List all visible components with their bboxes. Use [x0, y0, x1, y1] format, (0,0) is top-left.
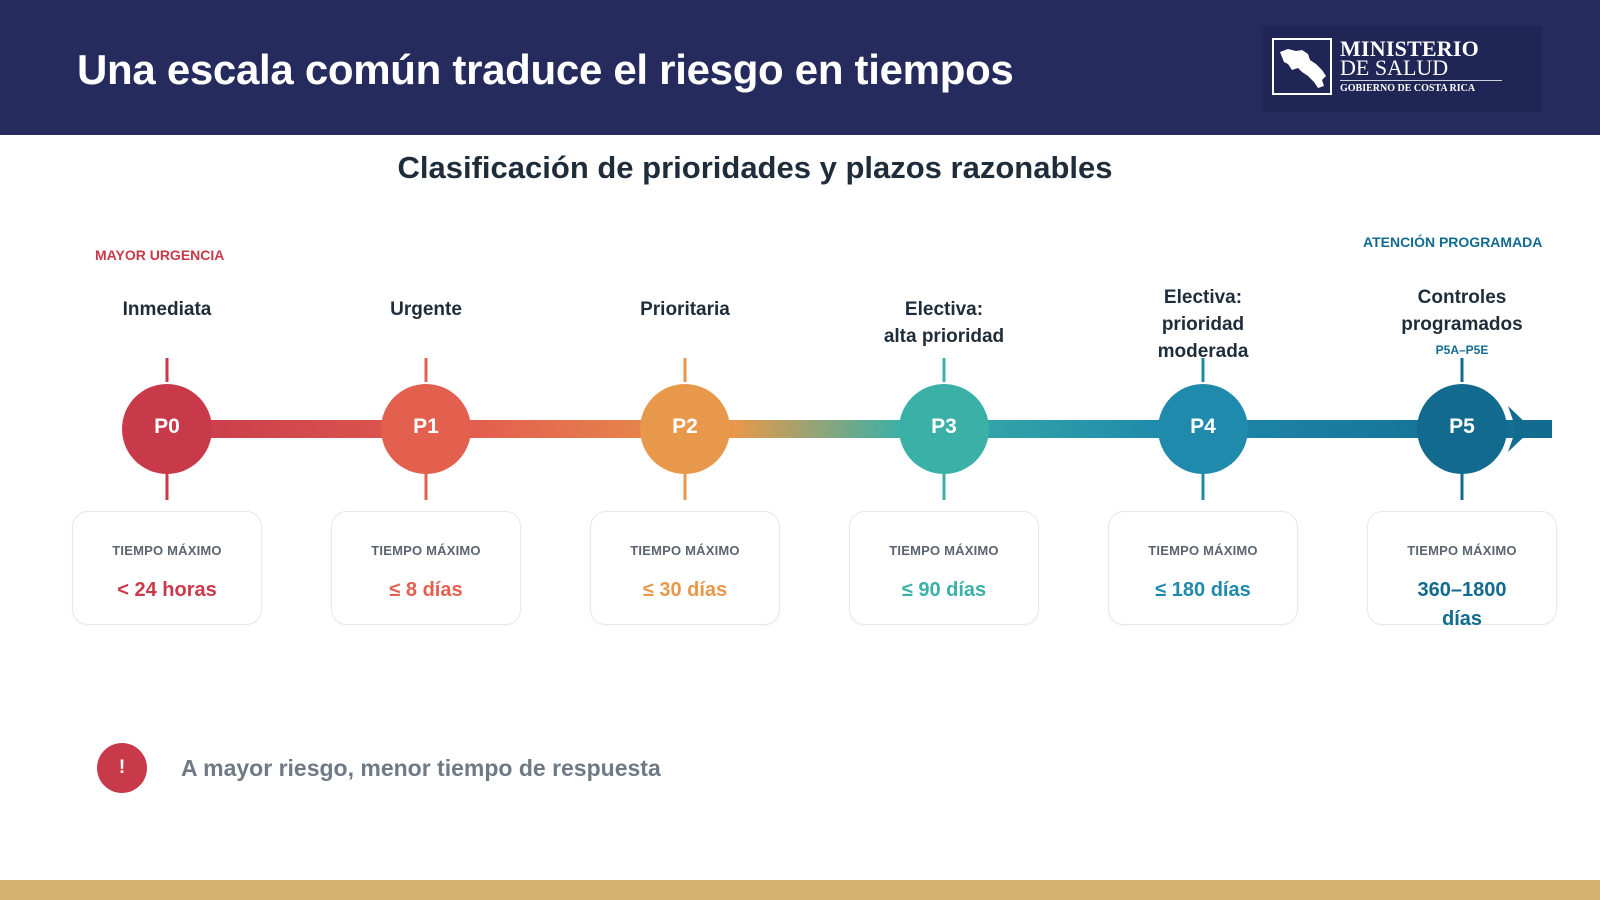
level-name: Prioritaria: [640, 299, 730, 320]
priority-node-p5: P5: [1417, 384, 1507, 474]
callout-text: A mayor riesgo, menor tiempo de respuest…: [181, 755, 661, 781]
max-time-card: TIEMPO MÁXIMO < 24 horas: [72, 511, 262, 625]
logo-ministerio-text: MINISTERIO: [1340, 36, 1479, 61]
max-time-value: ≤ 8 días: [389, 579, 463, 601]
header-bar: Una escala común traduce el riesgo en ti…: [0, 0, 1600, 135]
level-name: Inmediata: [122, 299, 212, 320]
footer-bar: [0, 880, 1600, 900]
costa-rica-map-icon: [1272, 38, 1332, 95]
max-time-value: 360–1800 días: [1417, 579, 1507, 630]
exclamation-icon: !: [97, 743, 147, 793]
level-name: Urgente: [390, 299, 462, 320]
card-caption: TIEMPO MÁXIMO: [630, 543, 740, 558]
card-caption: TIEMPO MÁXIMO: [371, 543, 481, 558]
section-subtitle: Clasificación de prioridades y plazos ra…: [397, 150, 1113, 185]
max-time-card: TIEMPO MÁXIMO 360–1800 días: [1367, 511, 1557, 630]
priority-node-p1: P1: [381, 384, 471, 474]
timeline-bar: [167, 420, 1552, 438]
max-time-value: < 24 horas: [117, 579, 217, 601]
scale-right-label: ATENCIÓN PROGRAMADA: [1363, 234, 1543, 250]
card-caption: TIEMPO MÁXIMO: [1407, 543, 1517, 558]
max-time-value: ≤ 30 días: [642, 579, 728, 601]
max-time-value: ≤ 180 días: [1155, 579, 1251, 601]
max-time-value: ≤ 90 días: [901, 579, 987, 601]
level-name: Electiva: alta prioridad: [883, 299, 1005, 347]
priority-node-p0: P0: [122, 384, 212, 474]
ministry-logo: MINISTERIO DE SALUD GOBIERNO DE COSTA RI…: [1263, 26, 1542, 112]
logo-de-salud-text: DE SALUD: [1340, 55, 1449, 80]
max-time-card: TIEMPO MÁXIMO ≤ 180 días: [1108, 511, 1298, 625]
card-caption: TIEMPO MÁXIMO: [1148, 543, 1258, 558]
priority-node-p3: P3: [899, 384, 989, 474]
max-time-card: TIEMPO MÁXIMO ≤ 30 días: [590, 511, 780, 625]
level-name: Controles programados: [1401, 287, 1523, 335]
timeline-arrowhead: [1508, 406, 1532, 452]
max-time-card: TIEMPO MÁXIMO ≤ 8 días: [331, 511, 521, 625]
priority-node-p2: P2: [640, 384, 730, 474]
level-subcode: P5A–P5E: [1435, 343, 1489, 357]
scale-left-label: MAYOR URGENCIA: [95, 247, 225, 263]
logo-divider: [1340, 80, 1502, 81]
card-caption: TIEMPO MÁXIMO: [889, 543, 999, 558]
priority-node-p4: P4: [1158, 384, 1248, 474]
max-time-card: TIEMPO MÁXIMO ≤ 90 días: [849, 511, 1039, 625]
page-title: Una escala común traduce el riesgo en ti…: [77, 46, 1014, 93]
level-name: Electiva: prioridad moderada: [1157, 287, 1249, 362]
logo-gobierno-text: GOBIERNO DE COSTA RICA: [1340, 83, 1476, 94]
card-caption: TIEMPO MÁXIMO: [112, 543, 222, 558]
